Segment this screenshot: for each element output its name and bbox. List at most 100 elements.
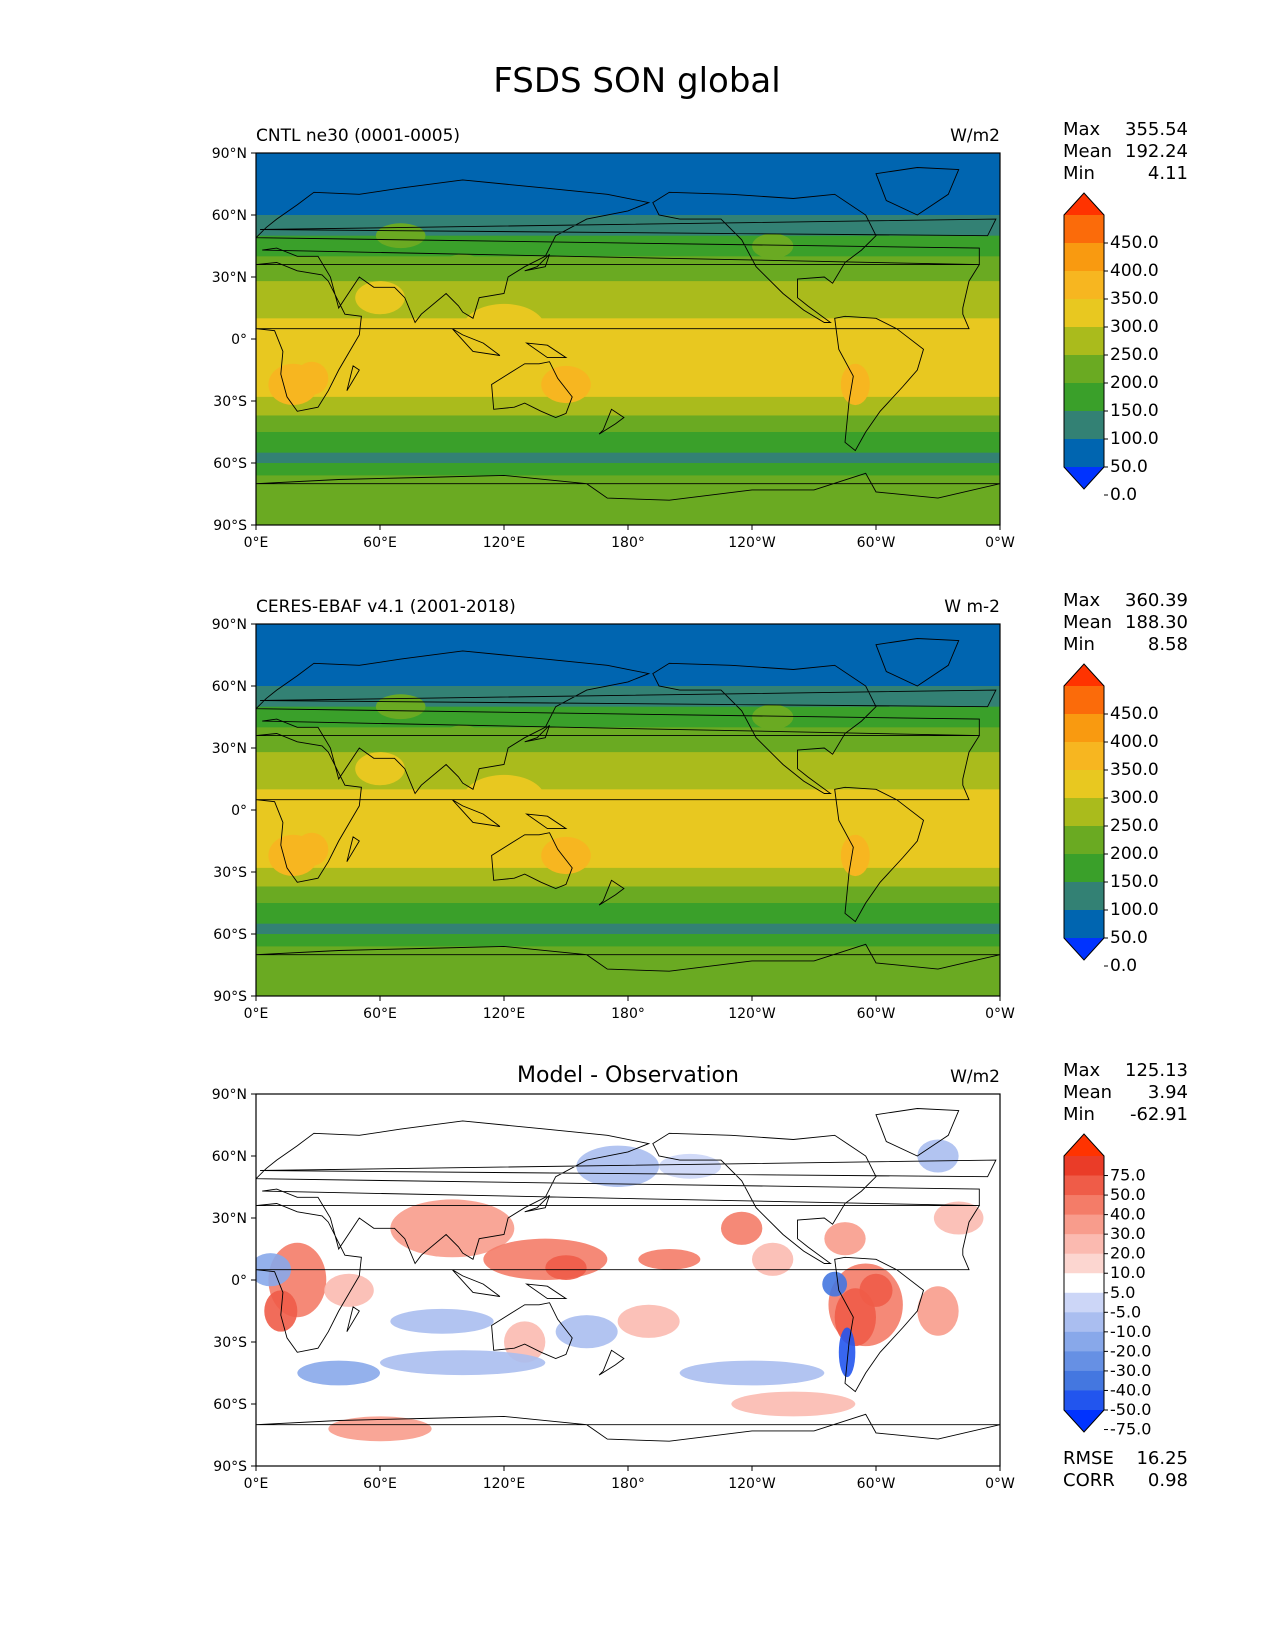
contour-patch — [555, 1315, 618, 1349]
lat-tick-label: 90°S — [213, 518, 247, 534]
lon-tick-label: 60°E — [363, 1476, 397, 1492]
colorbar-extend-min — [1064, 467, 1104, 489]
lat-tick-label: 0° — [231, 332, 247, 348]
contour-band — [256, 903, 1000, 925]
contour-band — [256, 923, 1000, 935]
lon-tick-label: 60°E — [363, 1006, 397, 1022]
colorbar-cell — [1064, 1370, 1104, 1391]
contour-band — [256, 867, 1000, 887]
metric-label-corr: CORR — [1063, 1470, 1115, 1491]
colorbar-tick-label: 450.0 — [1110, 704, 1159, 724]
lon-tick-label: 0°E — [244, 1476, 269, 1492]
colorbar-tick-label: 0.0 — [1110, 956, 1137, 976]
colorbar-cell — [1064, 383, 1104, 412]
colorbar-cell — [1064, 714, 1104, 743]
stat-value-min: 8.58 — [1148, 634, 1188, 655]
lon-tick-label: 180° — [611, 1006, 645, 1022]
colorbar-cell — [1064, 854, 1104, 883]
contour-patch — [617, 799, 783, 841]
colorbar-tick-label: 20.0 — [1110, 1244, 1146, 1263]
lon-tick-label: 0°W — [985, 1006, 1015, 1022]
stat-label-max: Max — [1063, 590, 1101, 611]
colorbar-cell — [1064, 1312, 1104, 1333]
contour-patch — [617, 1304, 680, 1338]
lon-tick-label: 60°W — [857, 1006, 896, 1022]
contour-patch — [483, 1238, 608, 1281]
lat-tick-label: 60°N — [212, 208, 247, 224]
colorbar-extend-min — [1064, 938, 1104, 960]
lat-tick-label: 90°N — [212, 1087, 247, 1103]
colorbar-tick-label: 250.0 — [1110, 345, 1159, 365]
lat-tick-label: 30°S — [213, 394, 247, 410]
colorbar-tick-label: 350.0 — [1110, 289, 1159, 309]
colorbar-tick-label: 400.0 — [1110, 732, 1159, 752]
colorbar-tick-label: 200.0 — [1110, 373, 1159, 393]
colorbar-cell — [1064, 686, 1104, 715]
colorbar-cell — [1064, 243, 1104, 272]
colorbar-cell — [1064, 1214, 1104, 1235]
lat-tick-label: 30°N — [212, 741, 247, 757]
colorbar-tick-label: 10.0 — [1110, 1263, 1146, 1282]
colorbar-cell — [1064, 826, 1104, 855]
colorbar-tick-label: 100.0 — [1110, 900, 1159, 920]
colorbar-extend-max — [1064, 193, 1104, 215]
metric-value-rmse: 16.25 — [1136, 1448, 1188, 1469]
lat-tick-label: 90°S — [213, 989, 247, 1005]
colorbar-extend-max — [1064, 664, 1104, 686]
lon-tick-label: 60°W — [857, 535, 896, 551]
colorbar-tick-label: 30.0 — [1110, 1224, 1146, 1243]
lat-tick-label: 90°N — [212, 146, 247, 162]
contour-patch — [295, 361, 329, 395]
colorbar: 450.0 400.0 350.0 300.0 250.0 200.0 150.0 100.0… — [1063, 192, 1159, 505]
lon-tick-label: 0°W — [985, 1476, 1015, 1492]
colorbar-cell — [1064, 910, 1104, 939]
colorbar-cell — [1064, 1273, 1104, 1294]
contour-band — [256, 452, 1000, 464]
contour-band — [256, 153, 1000, 216]
colorbar-cell — [1064, 271, 1104, 300]
lat-tick-label: 90°S — [213, 1459, 247, 1475]
contour-band — [256, 727, 1000, 753]
contour-patch — [504, 1321, 546, 1363]
colorbar-cell — [1064, 1292, 1104, 1313]
colorbar: 450.0 400.0 350.0 300.0 250.0 200.0 150.0 100.0… — [1063, 663, 1159, 976]
lat-tick-label: 60°S — [213, 927, 247, 943]
contour-patch — [380, 1350, 546, 1376]
contour-patch — [822, 1271, 848, 1297]
colorbar-cell — [1064, 1351, 1104, 1372]
contour-patch — [752, 704, 794, 730]
stat-value-min: 4.11 — [1148, 163, 1188, 184]
lon-tick-label: 0°E — [244, 1006, 269, 1022]
map-field — [256, 1094, 1000, 1466]
colorbar-cell — [1064, 882, 1104, 911]
colorbar-cell — [1064, 299, 1104, 328]
units-label: W/m2 — [950, 126, 1000, 146]
colorbar-tick-label: 200.0 — [1110, 844, 1159, 864]
colorbar-tick-label: 250.0 — [1110, 816, 1159, 836]
colorbar-tick-label: -50.0 — [1110, 1400, 1151, 1419]
contour-band — [256, 475, 1000, 525]
contour-patch — [933, 1201, 984, 1235]
colorbar-cell — [1064, 439, 1104, 468]
coastlines — [256, 167, 1000, 501]
lon-tick-label: 180° — [611, 1476, 645, 1492]
contour-patch — [859, 1273, 893, 1307]
metric-label-rmse: RMSE — [1063, 1448, 1114, 1469]
stat-value-mean: 188.30 — [1125, 612, 1188, 633]
contour-patch — [886, 339, 949, 381]
lon-tick-label: 120°W — [728, 1006, 776, 1022]
contour-band — [256, 396, 1000, 416]
contour-patch — [442, 254, 484, 280]
lon-tick-label: 60°E — [363, 535, 397, 551]
colorbar-cell — [1064, 770, 1104, 799]
lon-tick-label: 120°E — [483, 1476, 526, 1492]
stat-label-min: Min — [1063, 163, 1095, 184]
units-label: W/m2 — [950, 1067, 1000, 1087]
lat-tick-label: 60°S — [213, 1397, 247, 1413]
colorbar-tick-label: 0.0 — [1110, 485, 1137, 505]
lon-tick-label: 120°W — [728, 1476, 776, 1492]
panel-title: Model - Observation — [517, 1063, 739, 1088]
colorbar-tick-label: 50.0 — [1110, 457, 1148, 477]
contour-band — [256, 934, 1000, 947]
contour-band — [256, 415, 1000, 433]
